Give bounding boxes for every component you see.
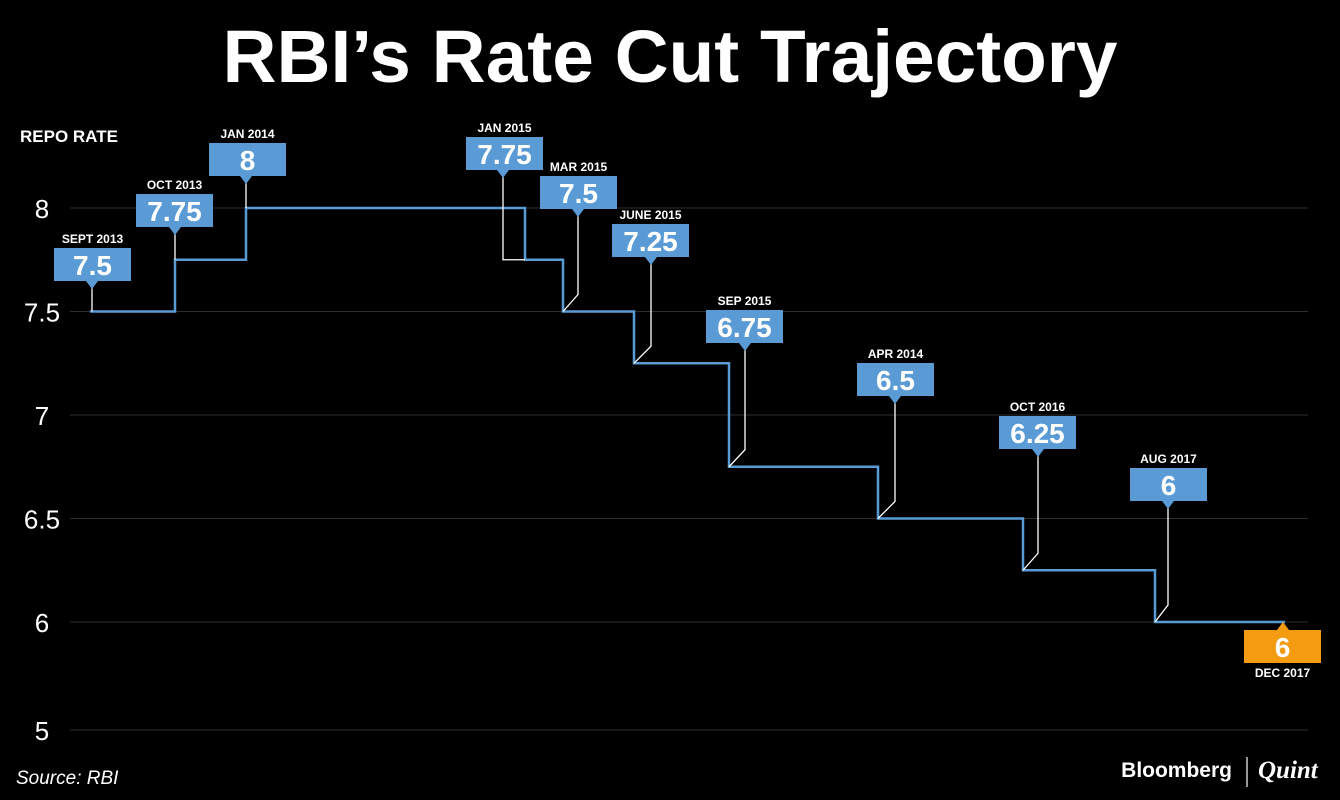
logo-quint: Quint [1258, 757, 1319, 784]
callout-value: 7.5 [559, 178, 598, 209]
callout-box [54, 248, 131, 281]
callout-box [1244, 630, 1321, 663]
logo-bloomberg: Bloomberg [1121, 759, 1232, 782]
callout-date: APR 2014 [868, 347, 924, 361]
chart-title: RBI’s Rate Cut Trajectory [223, 15, 1118, 98]
callout-date: SEP 2015 [718, 294, 772, 308]
callout-date: DEC 2017 [1255, 666, 1311, 680]
callout-box [540, 176, 617, 209]
y-tick-label: 7.5 [24, 298, 60, 328]
callout-box [612, 224, 689, 257]
callout-value: 6.5 [876, 365, 915, 396]
callout-value: 6.25 [1010, 418, 1065, 449]
callout-date: JAN 2014 [220, 127, 274, 141]
bloomberg-quint-logo: Bloomberg Quint [1121, 757, 1319, 787]
callout-box [706, 310, 783, 343]
callout-date: JAN 2015 [477, 121, 531, 135]
callout-box [1130, 468, 1207, 501]
callout-arrow [645, 257, 657, 265]
callout-date: AUG 2017 [1140, 452, 1197, 466]
callout-value: 6 [1161, 470, 1177, 501]
callout-box [136, 194, 213, 227]
callout-mar-2015: MAR 2015 7.5 [540, 160, 617, 312]
callout-arrow [497, 170, 509, 178]
callout-value: 6.75 [717, 312, 772, 343]
pointer-line [502, 170, 525, 261]
callout-value: 7.75 [147, 196, 202, 227]
callout-value: 8 [240, 145, 256, 176]
callout-value: 7.75 [477, 139, 532, 170]
callout-jan-2015: JAN 2015 7.75 [466, 121, 543, 261]
callout-arrow [739, 343, 751, 351]
callout-aug-2017: AUG 2017 6 [1130, 452, 1207, 623]
callout-value: 7.5 [73, 250, 112, 281]
callout-date: SEPT 2013 [62, 232, 124, 246]
callout-arrow [889, 396, 901, 404]
y-axis-label: REPO RATE [20, 127, 118, 146]
callout-arrow [1032, 449, 1044, 457]
callout-june-2015: JUNE 2015 7.25 [612, 208, 689, 364]
callout-date: JUNE 2015 [619, 208, 681, 222]
source-note: Source: RBI [16, 768, 119, 789]
callout-oct-2013: OCT 2013 7.75 [136, 178, 213, 260]
rate-step-line [90, 206, 1285, 624]
callout-box [999, 416, 1076, 449]
y-tick-label: 5 [35, 716, 49, 746]
callout-date: MAR 2015 [550, 160, 608, 174]
pointer-line [728, 343, 746, 468]
callout-apr-2014: APR 2014 6.5 [857, 347, 934, 519]
callout-arrow [169, 227, 181, 235]
callout-box [466, 137, 543, 170]
pointer-line [562, 209, 579, 312]
pointer-line [1154, 501, 1169, 623]
y-tick-label: 6 [35, 608, 49, 638]
callout-dec-2017: DEC 2017 6 [1244, 622, 1321, 680]
callout-box [857, 363, 934, 396]
callout-date: OCT 2016 [1010, 400, 1066, 414]
pointer-line [633, 257, 652, 364]
callout-arrow [86, 281, 98, 289]
callout-value: 6 [1275, 632, 1291, 663]
callout-arrow [240, 176, 252, 184]
callout-oct-2016: OCT 2016 6.25 [999, 400, 1076, 571]
callout-value: 7.25 [623, 226, 678, 257]
y-tick-label: 8 [35, 194, 49, 224]
callout-sept-2013: SEPT 2013 7.5 [54, 232, 131, 312]
pointer-line [877, 396, 896, 519]
callout-jan-2014: JAN 2014 8 [209, 127, 286, 208]
callout-arrow [572, 209, 584, 217]
callout-arrow [1162, 501, 1174, 509]
y-tick-label: 7 [35, 401, 49, 431]
callout-sep-2015: SEP 2015 6.75 [706, 294, 783, 468]
y-tick-label: 6.5 [24, 505, 60, 535]
callout-box [209, 143, 286, 176]
callout-date: OCT 2013 [147, 178, 203, 192]
callout-arrow [1277, 622, 1289, 630]
pointer-line [1022, 449, 1039, 571]
